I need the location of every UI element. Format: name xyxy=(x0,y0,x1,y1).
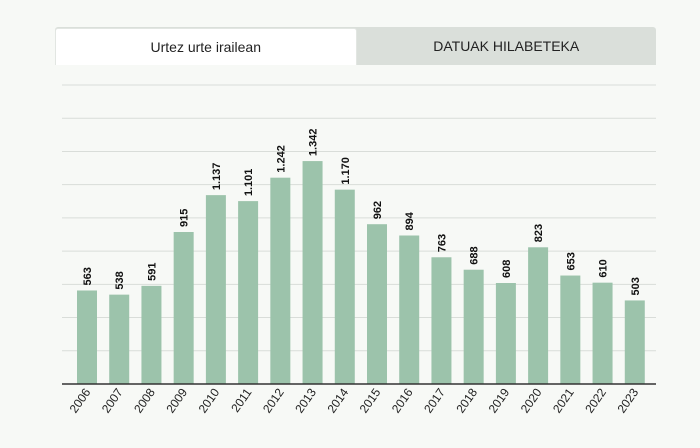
value-label: 608 xyxy=(501,260,513,278)
x-tick-label: 2016 xyxy=(389,385,416,415)
value-label: 915 xyxy=(179,209,191,227)
x-tick-label: 2021 xyxy=(550,385,577,415)
x-tick-label: 2009 xyxy=(163,385,190,415)
value-label: 962 xyxy=(372,201,384,219)
value-label: 1.170 xyxy=(340,157,352,185)
value-label: 823 xyxy=(533,224,545,242)
x-tick-label: 2010 xyxy=(196,385,223,415)
x-tick-label: 2020 xyxy=(518,385,545,415)
value-label: 503 xyxy=(630,277,642,295)
x-tick-label: 2023 xyxy=(614,385,641,415)
bar[interactable] xyxy=(624,300,645,384)
value-label: 563 xyxy=(82,267,94,285)
x-tick-label: 2015 xyxy=(357,385,384,415)
bar[interactable] xyxy=(77,290,97,384)
bar[interactable] xyxy=(302,161,323,384)
bar[interactable] xyxy=(528,247,549,384)
x-tick-label: 2019 xyxy=(486,385,513,415)
value-label: 1.101 xyxy=(243,169,255,197)
bar[interactable] xyxy=(560,275,581,384)
value-label: 1.342 xyxy=(308,129,320,157)
bar[interactable] xyxy=(463,269,484,384)
value-label: 538 xyxy=(114,271,126,289)
bar[interactable] xyxy=(592,282,613,384)
x-tick-label: 2008 xyxy=(131,385,158,415)
x-tick-label: 2011 xyxy=(228,385,254,414)
tab-monthly-data[interactable]: DATUAK HILABETEKA xyxy=(433,38,580,54)
value-label: 610 xyxy=(598,259,610,277)
value-label: 591 xyxy=(146,262,158,280)
bar[interactable] xyxy=(205,195,226,384)
value-label: 653 xyxy=(565,252,577,270)
tab-yearly-september[interactable]: Urtez urte irailean xyxy=(55,28,357,65)
value-label: 1.137 xyxy=(211,163,223,191)
bar[interactable] xyxy=(238,201,259,384)
x-tick-label: 2018 xyxy=(453,385,480,415)
value-label: 894 xyxy=(404,211,416,230)
bar[interactable] xyxy=(399,235,420,384)
bar[interactable] xyxy=(431,257,452,384)
x-tick-label: 2006 xyxy=(67,385,94,415)
tab-bar: Urtez urte irailean DATUAK HILABETEKA xyxy=(55,27,656,65)
value-label: 1.242 xyxy=(275,145,287,173)
bar[interactable] xyxy=(334,189,355,384)
bar[interactable] xyxy=(109,294,130,384)
bar[interactable] xyxy=(141,285,162,384)
value-label: 763 xyxy=(436,234,448,252)
bar[interactable] xyxy=(270,177,291,384)
x-tick-label: 2013 xyxy=(292,385,319,415)
x-tick-label: 2022 xyxy=(582,385,609,415)
x-tick-label: 2014 xyxy=(324,385,351,415)
x-tick-label: 2007 xyxy=(99,385,126,415)
x-tick-label: 2017 xyxy=(421,385,448,415)
value-label: 688 xyxy=(469,246,481,264)
bar[interactable] xyxy=(495,283,516,384)
bar[interactable] xyxy=(367,224,387,384)
bar[interactable] xyxy=(173,232,194,384)
x-tick-label: 2012 xyxy=(260,385,287,415)
